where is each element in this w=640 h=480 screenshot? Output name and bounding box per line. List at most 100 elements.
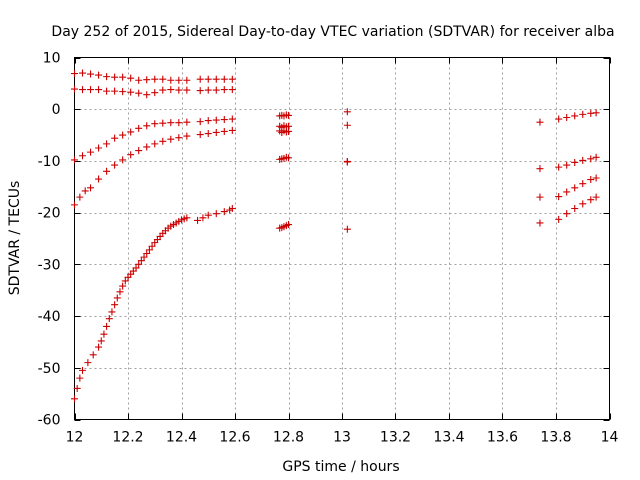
data-point [183,118,191,126]
data-point [143,91,151,99]
data-point [143,76,151,84]
data-point [145,246,153,254]
data-point [196,75,204,83]
data-point [571,112,579,120]
data-point [196,87,204,95]
data-point [119,131,127,139]
data-point [143,249,151,257]
data-point [183,86,191,94]
data-point [148,242,156,250]
data-point [175,86,183,94]
data-point [571,205,579,213]
data-point [97,337,105,345]
data-point [204,75,212,83]
data-point [119,282,127,290]
data-point [212,86,220,94]
data-point [563,188,571,196]
data-point [285,111,292,119]
data-point [571,158,579,166]
data-point [343,108,351,116]
data-point [84,359,92,367]
chart-title: Day 252 of 2015, Sidereal Day-to-day VTE… [51,24,614,40]
data-point [196,131,204,139]
data-points [71,69,600,403]
data-point [159,86,167,94]
data-point [196,118,204,126]
data-point [587,155,595,163]
data-point [151,140,159,148]
data-point [151,89,159,97]
data-point [536,165,544,173]
data-point [71,156,78,164]
data-point [212,128,220,136]
data-point [159,119,167,127]
series-track-1 [71,69,600,126]
data-point [103,73,111,81]
data-point [108,308,116,316]
data-point [220,86,228,94]
data-point [103,87,111,95]
data-point [204,86,212,94]
data-point [79,152,87,160]
ticks-layer [74,57,611,421]
data-point [135,89,143,97]
data-point [183,76,191,84]
x-tick-label: 12.8 [273,430,304,446]
data-point [127,151,135,159]
data-point [121,277,129,285]
data-point [183,214,191,222]
x-tick-label: 13 [333,430,351,446]
data-point [579,200,587,208]
x-tick-label: 13.6 [487,430,518,446]
x-tick-label: 13.4 [433,430,464,446]
data-point [73,384,81,392]
data-point [127,88,135,96]
data-point [87,148,95,156]
y-tick-label: 0 [52,102,61,118]
data-point [143,122,151,130]
data-point [220,75,228,83]
data-point [167,135,175,143]
data-point [563,161,571,169]
data-point [95,86,103,94]
data-point [536,118,544,126]
data-point [592,109,600,117]
data-point [212,116,220,124]
x-tick-label: 12 [66,430,84,446]
data-point [204,117,212,125]
data-point [95,71,103,79]
data-point [212,210,220,218]
y-tick-label: -40 [38,309,61,325]
data-point [119,88,127,96]
y-tick-label: -60 [38,413,61,429]
data-point [555,163,563,171]
data-point [579,156,587,164]
data-point [111,161,119,169]
data-point [111,301,119,309]
data-point [579,180,587,188]
x-tick-label: 12.4 [166,430,197,446]
data-point [116,288,124,296]
data-point [199,214,207,222]
data-point [103,140,111,148]
data-point [135,76,143,84]
data-point [571,184,579,192]
x-tick-label: 13.8 [540,430,571,446]
data-point [87,70,95,78]
data-point [228,75,236,83]
data-point [140,253,148,261]
data-point [285,154,292,162]
data-point [343,121,351,129]
data-point [95,175,103,183]
data-point [87,86,95,94]
data-point [119,73,127,81]
data-point [76,193,84,201]
data-point [135,124,143,132]
data-point [194,216,202,224]
y-tick-label: 10 [43,51,61,67]
data-point [71,85,78,93]
series-track-5 [71,205,351,403]
data-point [87,184,95,192]
x-tick-label: 12.2 [112,430,143,446]
